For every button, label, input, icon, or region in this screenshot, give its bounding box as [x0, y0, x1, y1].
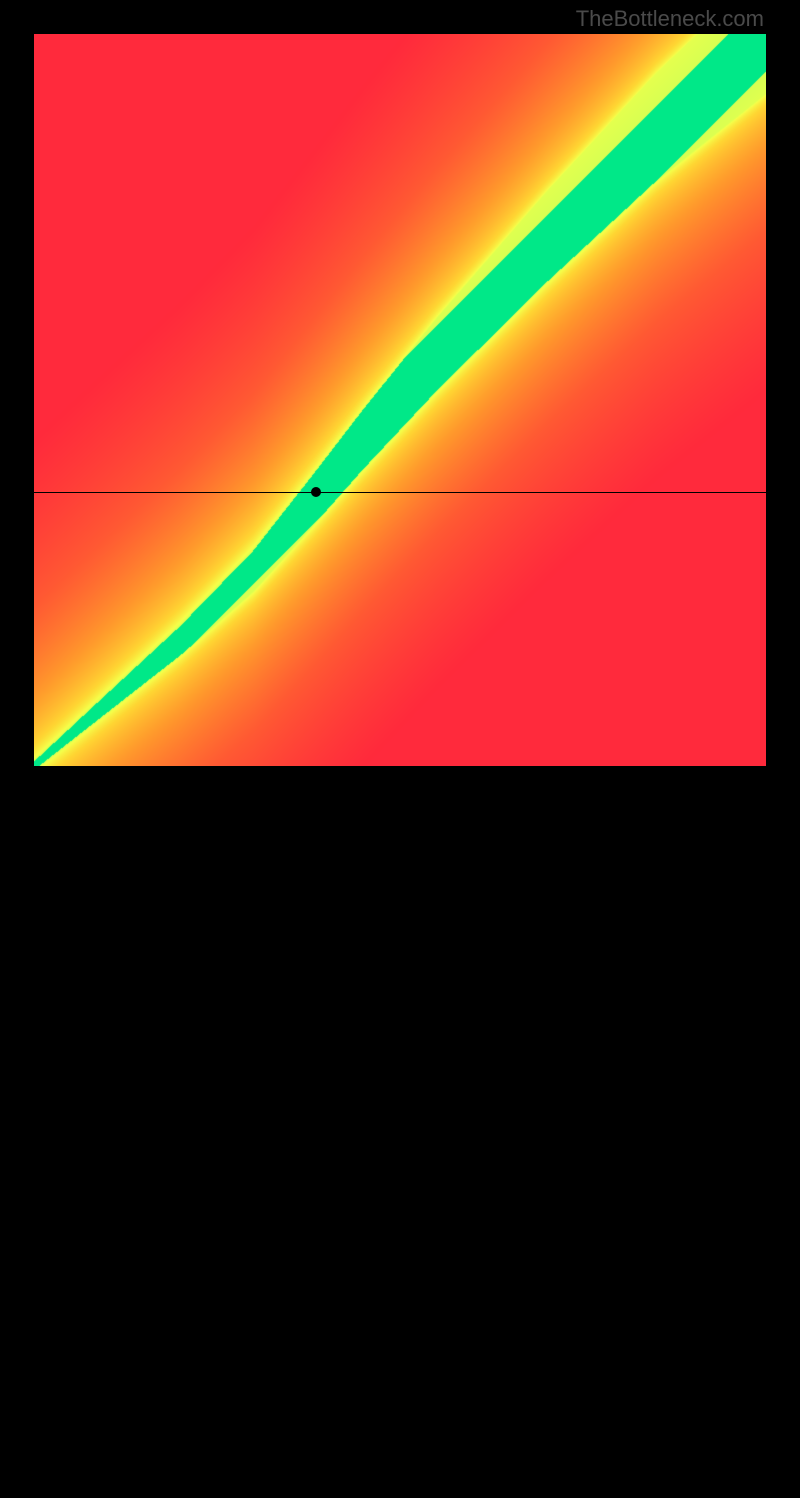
crosshair-horizontal — [34, 492, 766, 493]
marker-dot — [311, 487, 321, 497]
heatmap-plot — [34, 34, 766, 766]
crosshair-vertical — [316, 766, 317, 1498]
heatmap-canvas — [34, 34, 766, 766]
watermark-text: TheBottleneck.com — [576, 6, 764, 32]
